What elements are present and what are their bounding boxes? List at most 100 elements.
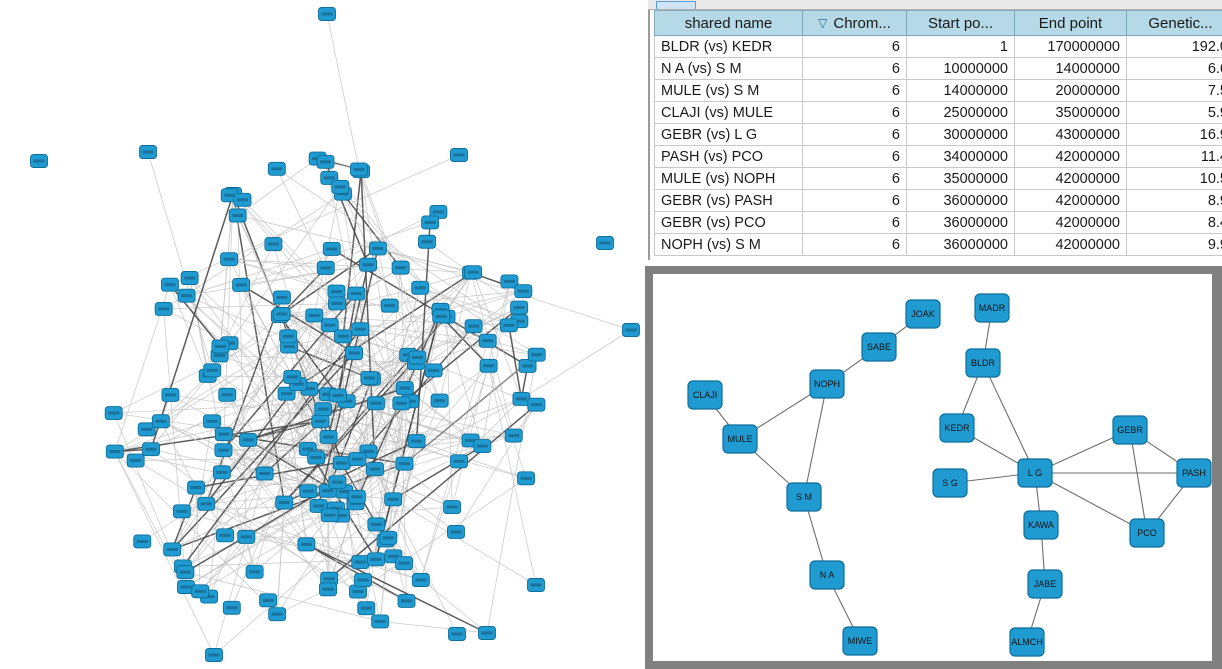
network-node[interactable] <box>319 430 338 444</box>
node-shape[interactable] <box>786 482 822 512</box>
network-edge[interactable] <box>1034 472 1148 534</box>
network-node[interactable] <box>268 607 287 622</box>
network-node[interactable] <box>104 406 123 420</box>
network-edge[interactable] <box>211 421 367 609</box>
cell-chromosome[interactable]: 6 <box>802 79 907 102</box>
network-node[interactable] <box>264 237 283 252</box>
network-edge[interactable] <box>281 313 405 389</box>
network-node[interactable] <box>316 154 335 169</box>
network-node[interactable]: PCO <box>1129 518 1165 548</box>
network-node[interactable] <box>447 525 465 539</box>
network-edge[interactable] <box>186 295 329 438</box>
network-edge[interactable] <box>273 244 345 492</box>
network-node[interactable]: N A <box>809 560 845 590</box>
network-node[interactable] <box>421 215 440 230</box>
cell-chromosome[interactable]: 6 <box>802 145 907 168</box>
network-edge[interactable] <box>207 375 293 378</box>
network-node[interactable]: KAWA <box>1023 510 1059 540</box>
network-edge[interactable] <box>237 158 318 216</box>
network-node[interactable] <box>512 391 531 406</box>
network-node[interactable] <box>197 496 216 511</box>
network-edge[interactable] <box>276 515 342 615</box>
node-shape[interactable] <box>809 369 845 399</box>
network-edge[interactable] <box>189 277 317 458</box>
network-node[interactable]: JABE <box>1027 569 1063 599</box>
network-edge[interactable] <box>307 448 453 508</box>
network-node[interactable] <box>151 414 170 429</box>
network-node[interactable] <box>331 180 350 194</box>
cell-start_point[interactable]: 34000000 <box>906 145 1015 168</box>
network-node[interactable] <box>622 323 640 337</box>
network-node[interactable] <box>432 309 451 324</box>
network-edge[interactable] <box>325 161 361 330</box>
sub-network-canvas[interactable]: JOAK MADR SABE BLDR NOPH CLAJI GEBR KEDR MULE PAS… <box>653 274 1212 661</box>
network-node[interactable] <box>133 534 152 549</box>
network-edge[interactable] <box>305 543 407 602</box>
node-shape[interactable] <box>1176 458 1212 488</box>
network-edge[interactable] <box>182 558 377 567</box>
network-edge[interactable] <box>360 171 405 464</box>
cell-chromosome[interactable]: 6 <box>802 189 907 212</box>
network-edge[interactable] <box>199 536 247 592</box>
network-node[interactable] <box>191 584 210 599</box>
network-node[interactable] <box>105 444 124 459</box>
network-node[interactable] <box>391 260 410 275</box>
network-edge[interactable] <box>200 514 330 592</box>
node-shape[interactable] <box>1017 458 1053 488</box>
column-header-genetic[interactable]: Genetic... <box>1126 10 1222 36</box>
network-edge[interactable] <box>440 315 490 367</box>
network-node[interactable] <box>424 363 443 378</box>
network-edge[interactable] <box>371 316 442 380</box>
network-node[interactable] <box>596 236 614 250</box>
network-node[interactable] <box>349 584 367 599</box>
network-edge[interactable] <box>182 328 361 567</box>
network-node[interactable] <box>327 284 346 299</box>
cell-start_point[interactable]: 30000000 <box>906 123 1015 146</box>
node-shape[interactable] <box>905 299 941 329</box>
network-node[interactable] <box>371 614 390 629</box>
network-node[interactable]: S M <box>786 482 822 512</box>
network-edge[interactable] <box>229 342 309 492</box>
network-node[interactable] <box>216 528 234 543</box>
cell-start_point[interactable]: 36000000 <box>906 189 1015 212</box>
network-node[interactable] <box>527 347 546 362</box>
network-edge[interactable] <box>342 193 402 269</box>
cell-end_point[interactable]: 14000000 <box>1014 57 1127 80</box>
network-node[interactable] <box>142 442 160 457</box>
network-edge[interactable] <box>169 154 460 286</box>
network-node[interactable]: ALMCH <box>1009 627 1045 657</box>
network-edge[interactable] <box>360 171 376 470</box>
cell-end_point[interactable]: 170000000 <box>1014 35 1127 58</box>
network-edge[interactable] <box>309 303 338 389</box>
network-node[interactable] <box>318 7 336 21</box>
network-node[interactable] <box>345 346 364 360</box>
network-edge[interactable] <box>237 215 247 537</box>
cell-genetic[interactable]: 9.9 <box>1126 233 1222 256</box>
node-shape[interactable] <box>1112 415 1148 445</box>
network-edge[interactable] <box>420 287 509 326</box>
node-shape[interactable] <box>1009 627 1045 657</box>
network-edge[interactable] <box>113 400 347 414</box>
network-node[interactable] <box>267 161 286 176</box>
edge-table[interactable]: shared name ▽ Chrom... Start po... End po… <box>654 10 1222 256</box>
network-node[interactable] <box>407 434 426 449</box>
network-node[interactable] <box>392 396 411 411</box>
sub-network-view[interactable]: JOAK MADR SABE BLDR NOPH CLAJI GEBR KEDR MULE PAS… <box>653 274 1212 661</box>
network-edge[interactable] <box>254 388 310 572</box>
network-node[interactable] <box>328 296 346 311</box>
network-node[interactable]: S G <box>932 468 968 498</box>
network-edge[interactable] <box>279 315 339 396</box>
network-edge[interactable] <box>160 421 197 488</box>
network-node[interactable]: KEDR <box>939 413 975 443</box>
network-edge[interactable] <box>135 460 359 592</box>
network-node[interactable] <box>30 154 48 168</box>
cell-shared_name[interactable]: PASH (vs) PCO <box>654 145 803 168</box>
network-edge[interactable] <box>199 502 285 592</box>
column-header-end-point[interactable]: End point <box>1014 10 1127 36</box>
network-node[interactable] <box>239 432 258 447</box>
network-node[interactable] <box>305 308 324 323</box>
cell-genetic[interactable]: 10.5 <box>1126 167 1222 190</box>
network-node[interactable] <box>222 600 241 615</box>
